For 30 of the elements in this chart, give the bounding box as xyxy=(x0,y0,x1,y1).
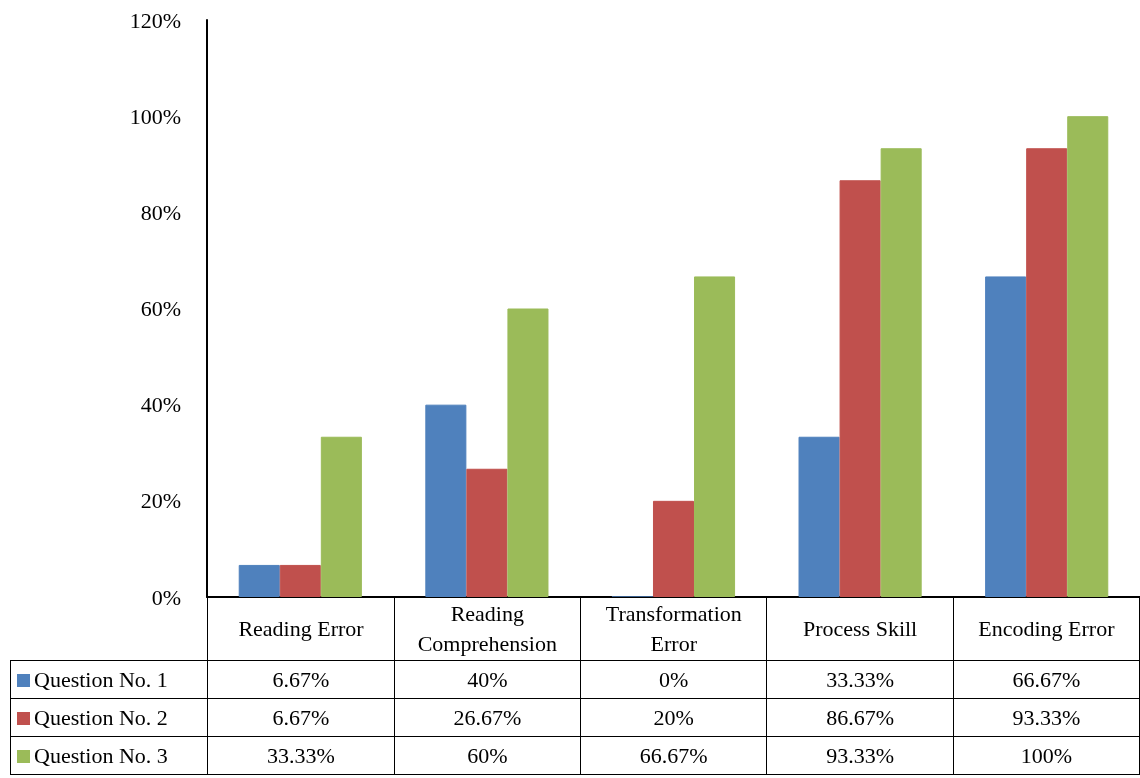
y-tick-label: 80% xyxy=(140,199,181,225)
y-tick-label: 20% xyxy=(140,488,181,514)
x-tick-label: Transformation Error xyxy=(580,597,767,661)
data-label: 93.33% xyxy=(766,736,954,775)
data-label: 40% xyxy=(394,660,581,699)
legend-label: Question No. 2 xyxy=(10,698,208,737)
x-tick-label: Process Skill xyxy=(766,597,954,661)
legend-label: Question No. 1 xyxy=(10,660,208,699)
data-label: 33.33% xyxy=(207,736,395,775)
data-label: 86.67% xyxy=(766,698,954,737)
x-tick-label: Reading Error xyxy=(207,597,395,661)
y-tick-label: 60% xyxy=(140,296,181,321)
data-label: 33.33% xyxy=(766,660,954,699)
data-label: 6.67% xyxy=(207,698,395,737)
y-tick-label: 0% xyxy=(151,584,181,610)
y-tick-label: 40% xyxy=(140,392,181,418)
data-label: 6.67% xyxy=(207,660,395,699)
x-tick-label: Encoding Error xyxy=(953,597,1140,661)
legend-label: Question No. 3 xyxy=(10,736,208,775)
y-tick-label: 120% xyxy=(129,7,181,33)
data-label: 66.67% xyxy=(580,736,767,775)
data-label: 0% xyxy=(580,660,767,699)
data-label: 93.33% xyxy=(953,698,1140,737)
data-label: 20% xyxy=(580,698,767,737)
data-label: 100% xyxy=(953,736,1140,775)
x-tick-label: Reading Comprehension xyxy=(394,597,581,661)
data-label: 66.67% xyxy=(953,660,1140,699)
data-label: 26.67% xyxy=(394,698,581,737)
y-tick-label: 100% xyxy=(129,103,181,129)
data-label: 60% xyxy=(394,736,581,775)
